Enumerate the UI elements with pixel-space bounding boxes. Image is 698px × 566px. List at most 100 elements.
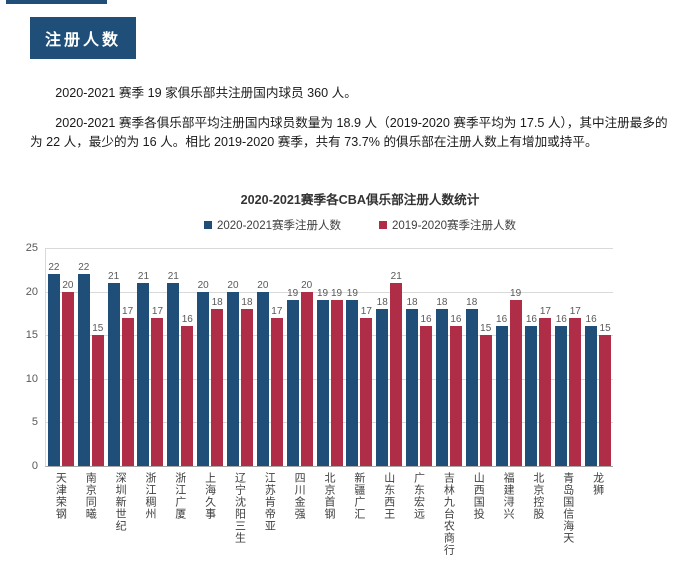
bar-series-2 <box>509 300 522 466</box>
bar-pair: 21 17 <box>107 271 134 466</box>
bar-series-1 <box>555 326 568 466</box>
chart-title: 2020-2021赛季各CBA俱乐部注册人数统计 <box>240 193 480 207</box>
bar-series-2 <box>151 317 164 466</box>
value-label: 18 <box>406 297 418 309</box>
category-label-text: 福建浔兴 <box>502 472 515 520</box>
bar-series-2 <box>599 335 612 466</box>
bar-with-label: 18 <box>406 297 419 466</box>
value-label: 20 <box>257 279 269 291</box>
bar-series-1 <box>465 309 478 466</box>
bar-pair: 22 20 <box>47 262 74 466</box>
bar-with-label: 19 <box>346 288 359 466</box>
bar-pair: 16 19 <box>495 288 522 466</box>
bar-with-label: 19 <box>509 288 522 466</box>
value-label: 20 <box>227 279 239 291</box>
bar-series-2 <box>270 317 283 466</box>
category-label: 上海久事 <box>194 472 224 520</box>
bar-with-label: 15 <box>91 323 104 466</box>
category-label: 山东西王 <box>373 472 403 520</box>
bar-group: 21 16 <box>165 271 195 466</box>
bar-group: 22 15 <box>76 262 106 466</box>
value-label: 15 <box>480 323 492 335</box>
bar-with-label: 18 <box>435 297 448 466</box>
value-label: 15 <box>599 323 611 335</box>
bar-with-label: 19 <box>286 288 299 466</box>
bar-series-2 <box>330 300 343 466</box>
category-label: 江苏肯帝亚 <box>254 472 284 532</box>
bar-with-label: 18 <box>376 297 389 466</box>
category-label-text: 浙江广厦 <box>173 472 186 520</box>
section-badge: 注册人数 <box>30 17 137 59</box>
legend-item-1: 2020-2021赛季注册人数 <box>204 217 341 233</box>
value-label: 19 <box>316 288 329 300</box>
value-label: 17 <box>271 305 283 317</box>
value-label: 16 <box>181 314 193 326</box>
value-label: 22 <box>48 262 60 274</box>
bar-with-label: 15 <box>599 323 612 466</box>
bar-series-2 <box>360 317 373 466</box>
bar-pair: 16 17 <box>525 306 552 466</box>
bar-with-label: 21 <box>390 271 403 466</box>
bar-series-2 <box>240 309 253 466</box>
bar-pair: 20 18 <box>197 280 224 466</box>
category-label-text: 天津荣钢 <box>54 472 67 520</box>
bar-pair: 19 20 <box>286 280 313 466</box>
bar-pair: 20 18 <box>226 279 253 466</box>
category-label: 福建浔兴 <box>493 472 523 520</box>
bar-groups: 22 20 22 15 21 17 21 17 21 16 20 18 20 18 20 17 19 20 19 19… <box>46 248 613 466</box>
bar-group: 18 21 <box>374 271 404 466</box>
category-label-text: 四川金强 <box>293 472 306 520</box>
bar-pair: 22 15 <box>77 262 104 466</box>
bar-with-label: 17 <box>569 306 582 466</box>
bar-pair: 21 16 <box>167 271 194 466</box>
bar-series-1 <box>256 291 269 466</box>
gridline <box>46 291 613 293</box>
bar-series-2 <box>300 291 313 466</box>
value-label: 18 <box>466 297 478 309</box>
y-axis-tick-label: 5 <box>31 416 38 429</box>
bar-pair: 18 16 <box>406 297 433 466</box>
y-axis-tick-label: 25 <box>25 242 38 254</box>
bar-with-label: 21 <box>167 271 180 466</box>
bar-with-label: 17 <box>360 305 373 466</box>
x-axis-category-labels: 天津荣钢 南京同曦 深圳新世纪 浙江稠州 浙江广厦 上海久事 辽宁沈阳三生 江苏肯帝亚 四川金强… <box>45 472 612 566</box>
bar-series-2 <box>449 326 462 466</box>
bar-pair: 18 15 <box>465 297 492 466</box>
bar-group: 16 17 <box>553 306 583 466</box>
bar-with-label: 20 <box>256 279 269 466</box>
bar-with-label: 17 <box>151 305 164 466</box>
bar-series-1 <box>585 326 598 466</box>
bar-with-label: 18 <box>465 297 478 466</box>
bar-with-label: 18 <box>211 297 224 466</box>
value-label: 17 <box>151 305 164 317</box>
category-label: 四川金强 <box>284 472 314 520</box>
category-label: 天津荣钢 <box>45 472 75 520</box>
bar-with-label: 16 <box>181 314 194 466</box>
bar-with-label: 22 <box>77 262 90 466</box>
bar-series-2 <box>121 317 134 466</box>
bar-pair: 20 17 <box>256 279 283 466</box>
category-label-text: 山西国投 <box>472 472 485 520</box>
category-label-text: 龙狮 <box>591 472 604 496</box>
bar-pair: 19 17 <box>346 288 373 466</box>
value-label: 19 <box>346 288 358 300</box>
legend-label: 2020-2021赛季注册人数 <box>217 220 341 232</box>
value-label: 17 <box>360 305 372 317</box>
bar-with-label: 16 <box>420 314 433 466</box>
bar-series-2 <box>390 282 403 466</box>
category-label: 北京首钢 <box>314 472 344 520</box>
value-label: 18 <box>376 297 388 309</box>
bar-group: 21 17 <box>106 271 136 466</box>
bar-group: 19 20 <box>285 280 315 466</box>
bar-with-label: 21 <box>107 271 120 466</box>
y-axis-tick-label: 20 <box>25 285 38 298</box>
bar-series-1 <box>376 309 389 466</box>
bar-group: 20 17 <box>255 280 285 466</box>
category-label: 山西国投 <box>463 472 493 520</box>
category-label-text: 北京控股 <box>531 472 544 520</box>
bar-series-1 <box>197 291 210 466</box>
bar-pair: 18 16 <box>435 297 462 466</box>
bar-with-label: 18 <box>240 297 253 466</box>
category-label-text: 北京首钢 <box>323 472 336 520</box>
